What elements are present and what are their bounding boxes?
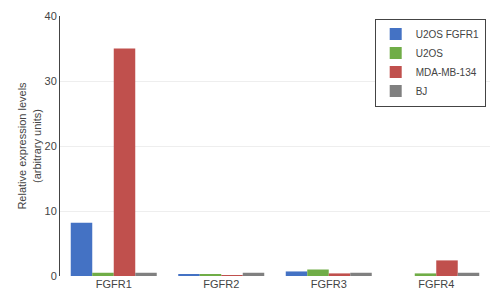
svg-text:Relative expression levels(arb: Relative expression levels(arbitrary uni… <box>16 82 42 210</box>
svg-text:MDA-MB-134: MDA-MB-134 <box>416 67 477 78</box>
svg-text:20: 20 <box>45 140 57 152</box>
svg-text:FGFR3: FGFR3 <box>311 278 347 290</box>
svg-text:0: 0 <box>51 270 57 282</box>
svg-text:FGFR1: FGFR1 <box>96 278 132 290</box>
svg-text:U2OS FGFR1: U2OS FGFR1 <box>416 29 479 40</box>
svg-text:FGFR2: FGFR2 <box>203 278 239 290</box>
svg-text:BJ: BJ <box>416 86 428 97</box>
svg-text:10: 10 <box>45 205 57 217</box>
svg-text:30: 30 <box>45 75 57 87</box>
svg-text:40: 40 <box>45 10 57 22</box>
svg-text:FGFR4: FGFR4 <box>418 278 454 290</box>
svg-text:U2OS: U2OS <box>416 48 444 59</box>
